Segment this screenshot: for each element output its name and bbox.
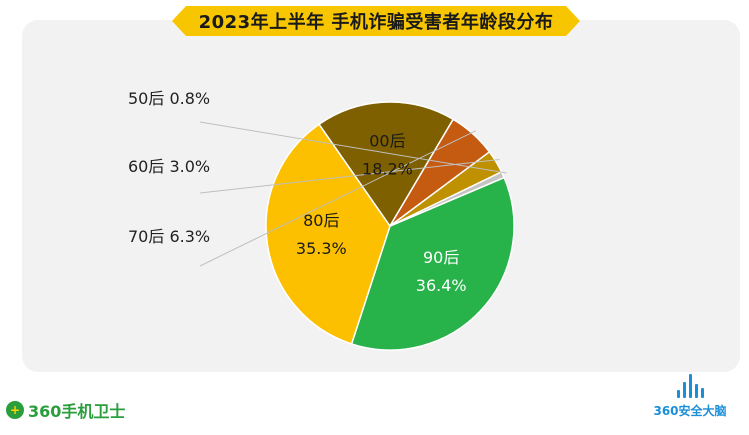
slice-label-60s: 60后 3.0%: [128, 157, 210, 176]
slice-label-50s: 50后 0.8%: [128, 89, 210, 108]
pie-slice-80s: [265, 123, 391, 345]
sound-bars-logo-icon: [640, 372, 740, 398]
chart-title: 2023年上半年 手机诈骗受害者年龄段分布: [198, 12, 554, 33]
title-banner: 2023年上半年 手机诈骗受害者年龄段分布: [172, 6, 580, 36]
brand-left-text: 360手机卫士: [28, 402, 126, 421]
slice-label-70s: 70后 6.3%: [128, 227, 210, 246]
leader-line-50s: [199, 121, 507, 174]
slice-label-00s: 00后: [369, 132, 405, 151]
slice-label-90s: 90后: [423, 248, 459, 267]
brand-360-security-brain: 360安全大脑: [640, 372, 740, 419]
leader-line-70s: [199, 130, 476, 267]
brand-360-mobile-guard: + 360手机卫士: [6, 398, 125, 422]
brand-right-text: 360安全大脑: [653, 404, 727, 418]
leader-line-60s: [199, 159, 500, 194]
pie-slice-90s: [350, 176, 515, 351]
slice-value-00s: 18.2%: [362, 160, 413, 179]
shield-logo-icon: +: [6, 401, 24, 419]
slice-value-80s: 35.3%: [296, 239, 347, 258]
slice-label-80s: 80后: [303, 211, 339, 230]
pie-slice-00s: [318, 101, 455, 228]
slice-value-90s: 36.4%: [416, 276, 467, 295]
